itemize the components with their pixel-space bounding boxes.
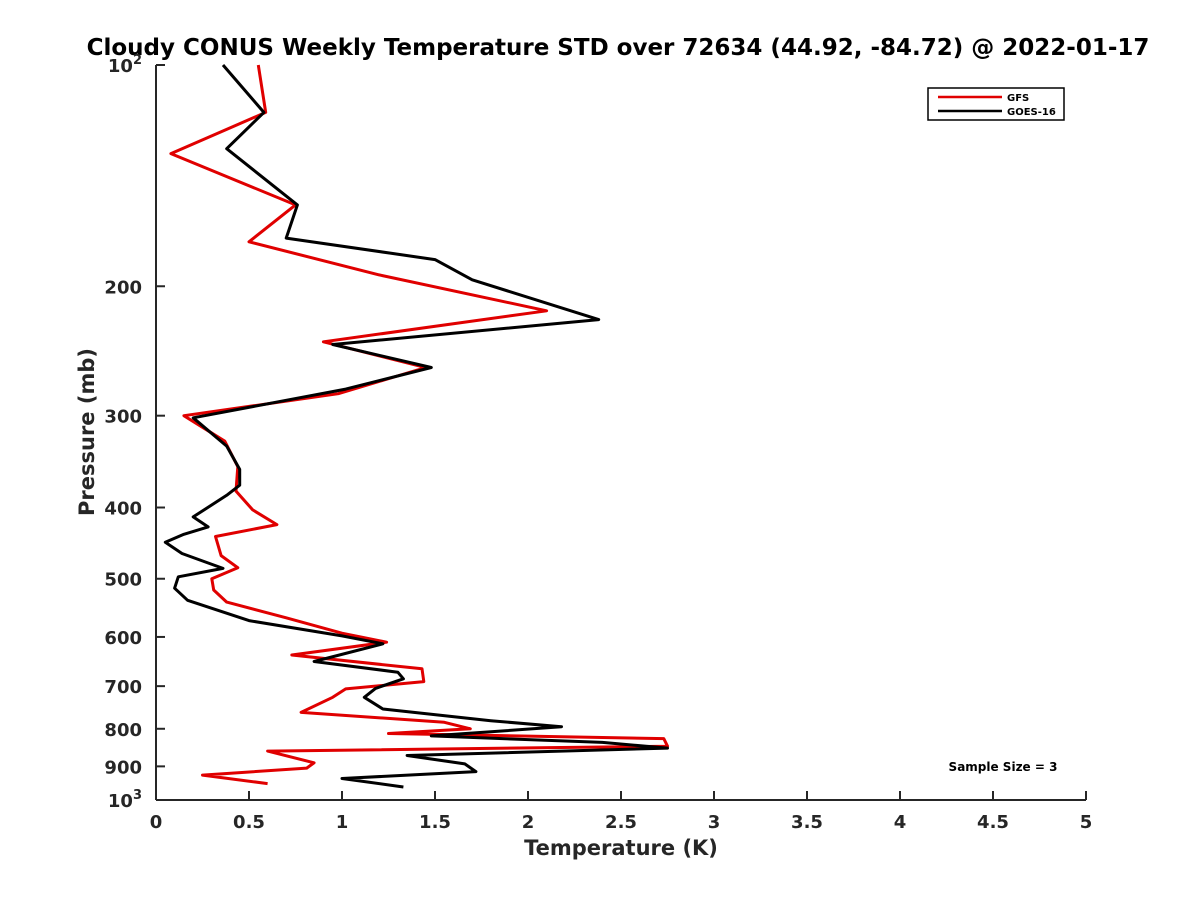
x-tick-label-5: 2.5 <box>605 812 637 833</box>
y-tick-label-2: 300 <box>104 407 142 428</box>
x-tick-label-2: 1 <box>336 812 349 833</box>
y-axis-ticks: 102 200 300 400 500 600 700 800 900 103 <box>104 53 165 812</box>
y-tick-label-8: 900 <box>104 757 142 778</box>
x-tick-label-9: 4.5 <box>977 812 1009 833</box>
y-tick-label-0: 102 <box>108 53 142 77</box>
y-tick-label-3: 400 <box>104 499 142 520</box>
y-tick-label-5: 600 <box>104 628 142 649</box>
y-tick-label-1: 200 <box>104 277 142 298</box>
x-axis-ticks: 0 0.5 1 1.5 2 2.5 3 3.5 4 4.5 5 <box>150 791 1093 833</box>
series-line-gfs <box>169 64 669 786</box>
x-tick-label-7: 3.5 <box>791 812 823 833</box>
x-tick-label-6: 3 <box>708 812 721 833</box>
x-tick-label-0: 0 <box>150 812 163 833</box>
y-tick-label-9: 103 <box>108 788 142 812</box>
x-tick-label-8: 4 <box>894 812 907 833</box>
x-tick-label-1: 0.5 <box>233 812 265 833</box>
legend-box <box>927 87 1065 121</box>
series-line-goes16 <box>163 64 669 789</box>
x-tick-label-3: 1.5 <box>419 812 451 833</box>
chart-title: Cloudy CONUS Weekly Temperature STD over… <box>87 35 1150 61</box>
x-tick-label-4: 2 <box>522 812 535 833</box>
y-tick-label-6: 700 <box>104 677 142 698</box>
y-tick-label-7: 800 <box>104 720 142 741</box>
sample-size-annotation: Sample Size = 3 <box>949 760 1058 774</box>
x-axis-label: Temperature (K) <box>524 836 718 860</box>
plot-series <box>163 64 669 789</box>
legend: GFS GOES-16 <box>927 87 1065 121</box>
legend-label-gfs: GFS <box>1007 93 1029 104</box>
legend-label-goes16: GOES-16 <box>1007 107 1056 118</box>
x-tick-label-10: 5 <box>1080 812 1093 833</box>
y-tick-label-4: 500 <box>104 570 142 591</box>
y-axis-label: Pressure (mb) <box>75 348 99 516</box>
